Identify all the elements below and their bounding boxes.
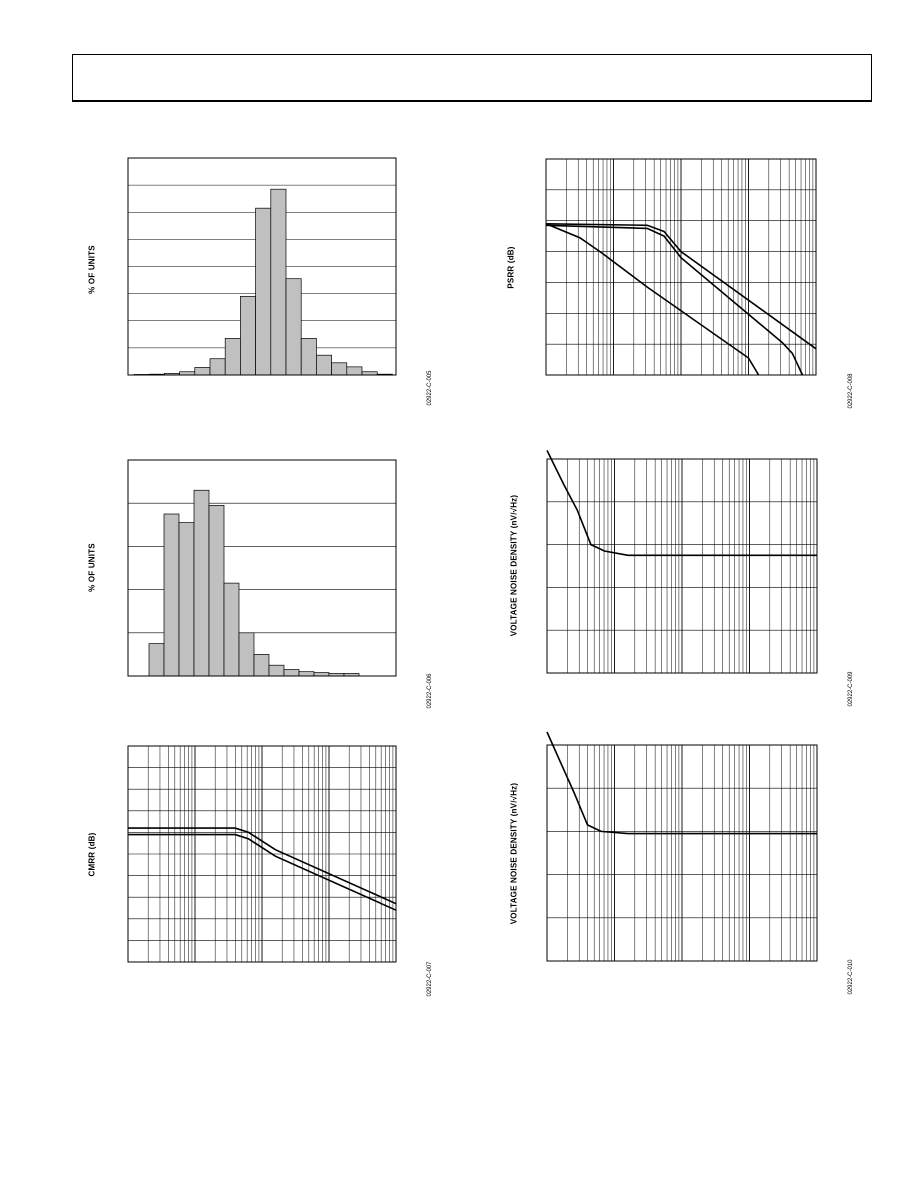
hist2-plot (127, 459, 397, 677)
bar (255, 207, 272, 376)
chart-noise1 (546, 450, 818, 674)
bar (148, 643, 165, 677)
series-line (545, 224, 804, 376)
noise2-plot (546, 731, 818, 962)
series-line (545, 223, 760, 376)
bar (224, 338, 241, 376)
bar (283, 669, 300, 677)
bar (178, 522, 195, 677)
noise1-ylabel: VOLTAGE NOISE DENSITY (nV/√Hz) (509, 494, 519, 637)
series-line (546, 731, 817, 835)
chart-hist1 (127, 157, 397, 376)
plot-frame (127, 459, 397, 677)
bar (331, 362, 348, 376)
hist1-plot (127, 157, 397, 376)
bar (193, 489, 210, 677)
cmrr-ylabel: CMRR (dB) (87, 832, 97, 877)
hist2-figure-id: 02922-C-006 (427, 673, 433, 709)
bar (208, 505, 225, 677)
hist2-ylabel: % OF UNITS (87, 543, 97, 592)
hist1-figure-id: 02922-C-005 (427, 370, 433, 406)
bar (253, 654, 270, 677)
chart-cmrr (127, 745, 397, 963)
bar (270, 188, 287, 376)
bar (163, 513, 180, 677)
chart-psrr (545, 158, 817, 376)
bar (316, 354, 332, 376)
bar (298, 671, 315, 677)
bar (194, 367, 211, 376)
cmrr-plot (127, 745, 397, 963)
psrr-plot (545, 158, 817, 376)
plot-frame (546, 458, 818, 674)
plot-frame (545, 158, 817, 376)
bar (238, 632, 255, 677)
bar (300, 338, 317, 376)
cmrr-figure-id: 02922-C-007 (427, 961, 433, 997)
chart-hist2 (127, 459, 397, 677)
bar (209, 358, 226, 376)
psrr-ylabel: PSRR (dB) (506, 246, 516, 289)
series-line (128, 827, 397, 905)
noise2-ylabel: VOLTAGE NOISE DENSITY (nV/√Hz) (509, 782, 519, 925)
bar (346, 366, 363, 376)
bar (223, 582, 240, 677)
hist1-ylabel: % OF UNITS (87, 245, 97, 294)
bar (240, 295, 256, 376)
page-header-box (72, 54, 872, 102)
bar (313, 672, 330, 677)
noise1-plot (546, 450, 818, 674)
noise1-figure-id: 02922-C-009 (848, 671, 854, 707)
chart-noise2 (546, 731, 818, 962)
plot-frame (546, 744, 818, 962)
series-line (546, 450, 817, 557)
plot-frame (127, 745, 397, 963)
series-line (128, 833, 397, 911)
noise2-figure-id: 02922-C-010 (848, 959, 854, 995)
bar (268, 664, 285, 677)
bar (285, 278, 302, 376)
series-line (545, 223, 817, 350)
psrr-figure-id: 02922-C-008 (848, 373, 854, 409)
plot-frame (127, 157, 397, 376)
